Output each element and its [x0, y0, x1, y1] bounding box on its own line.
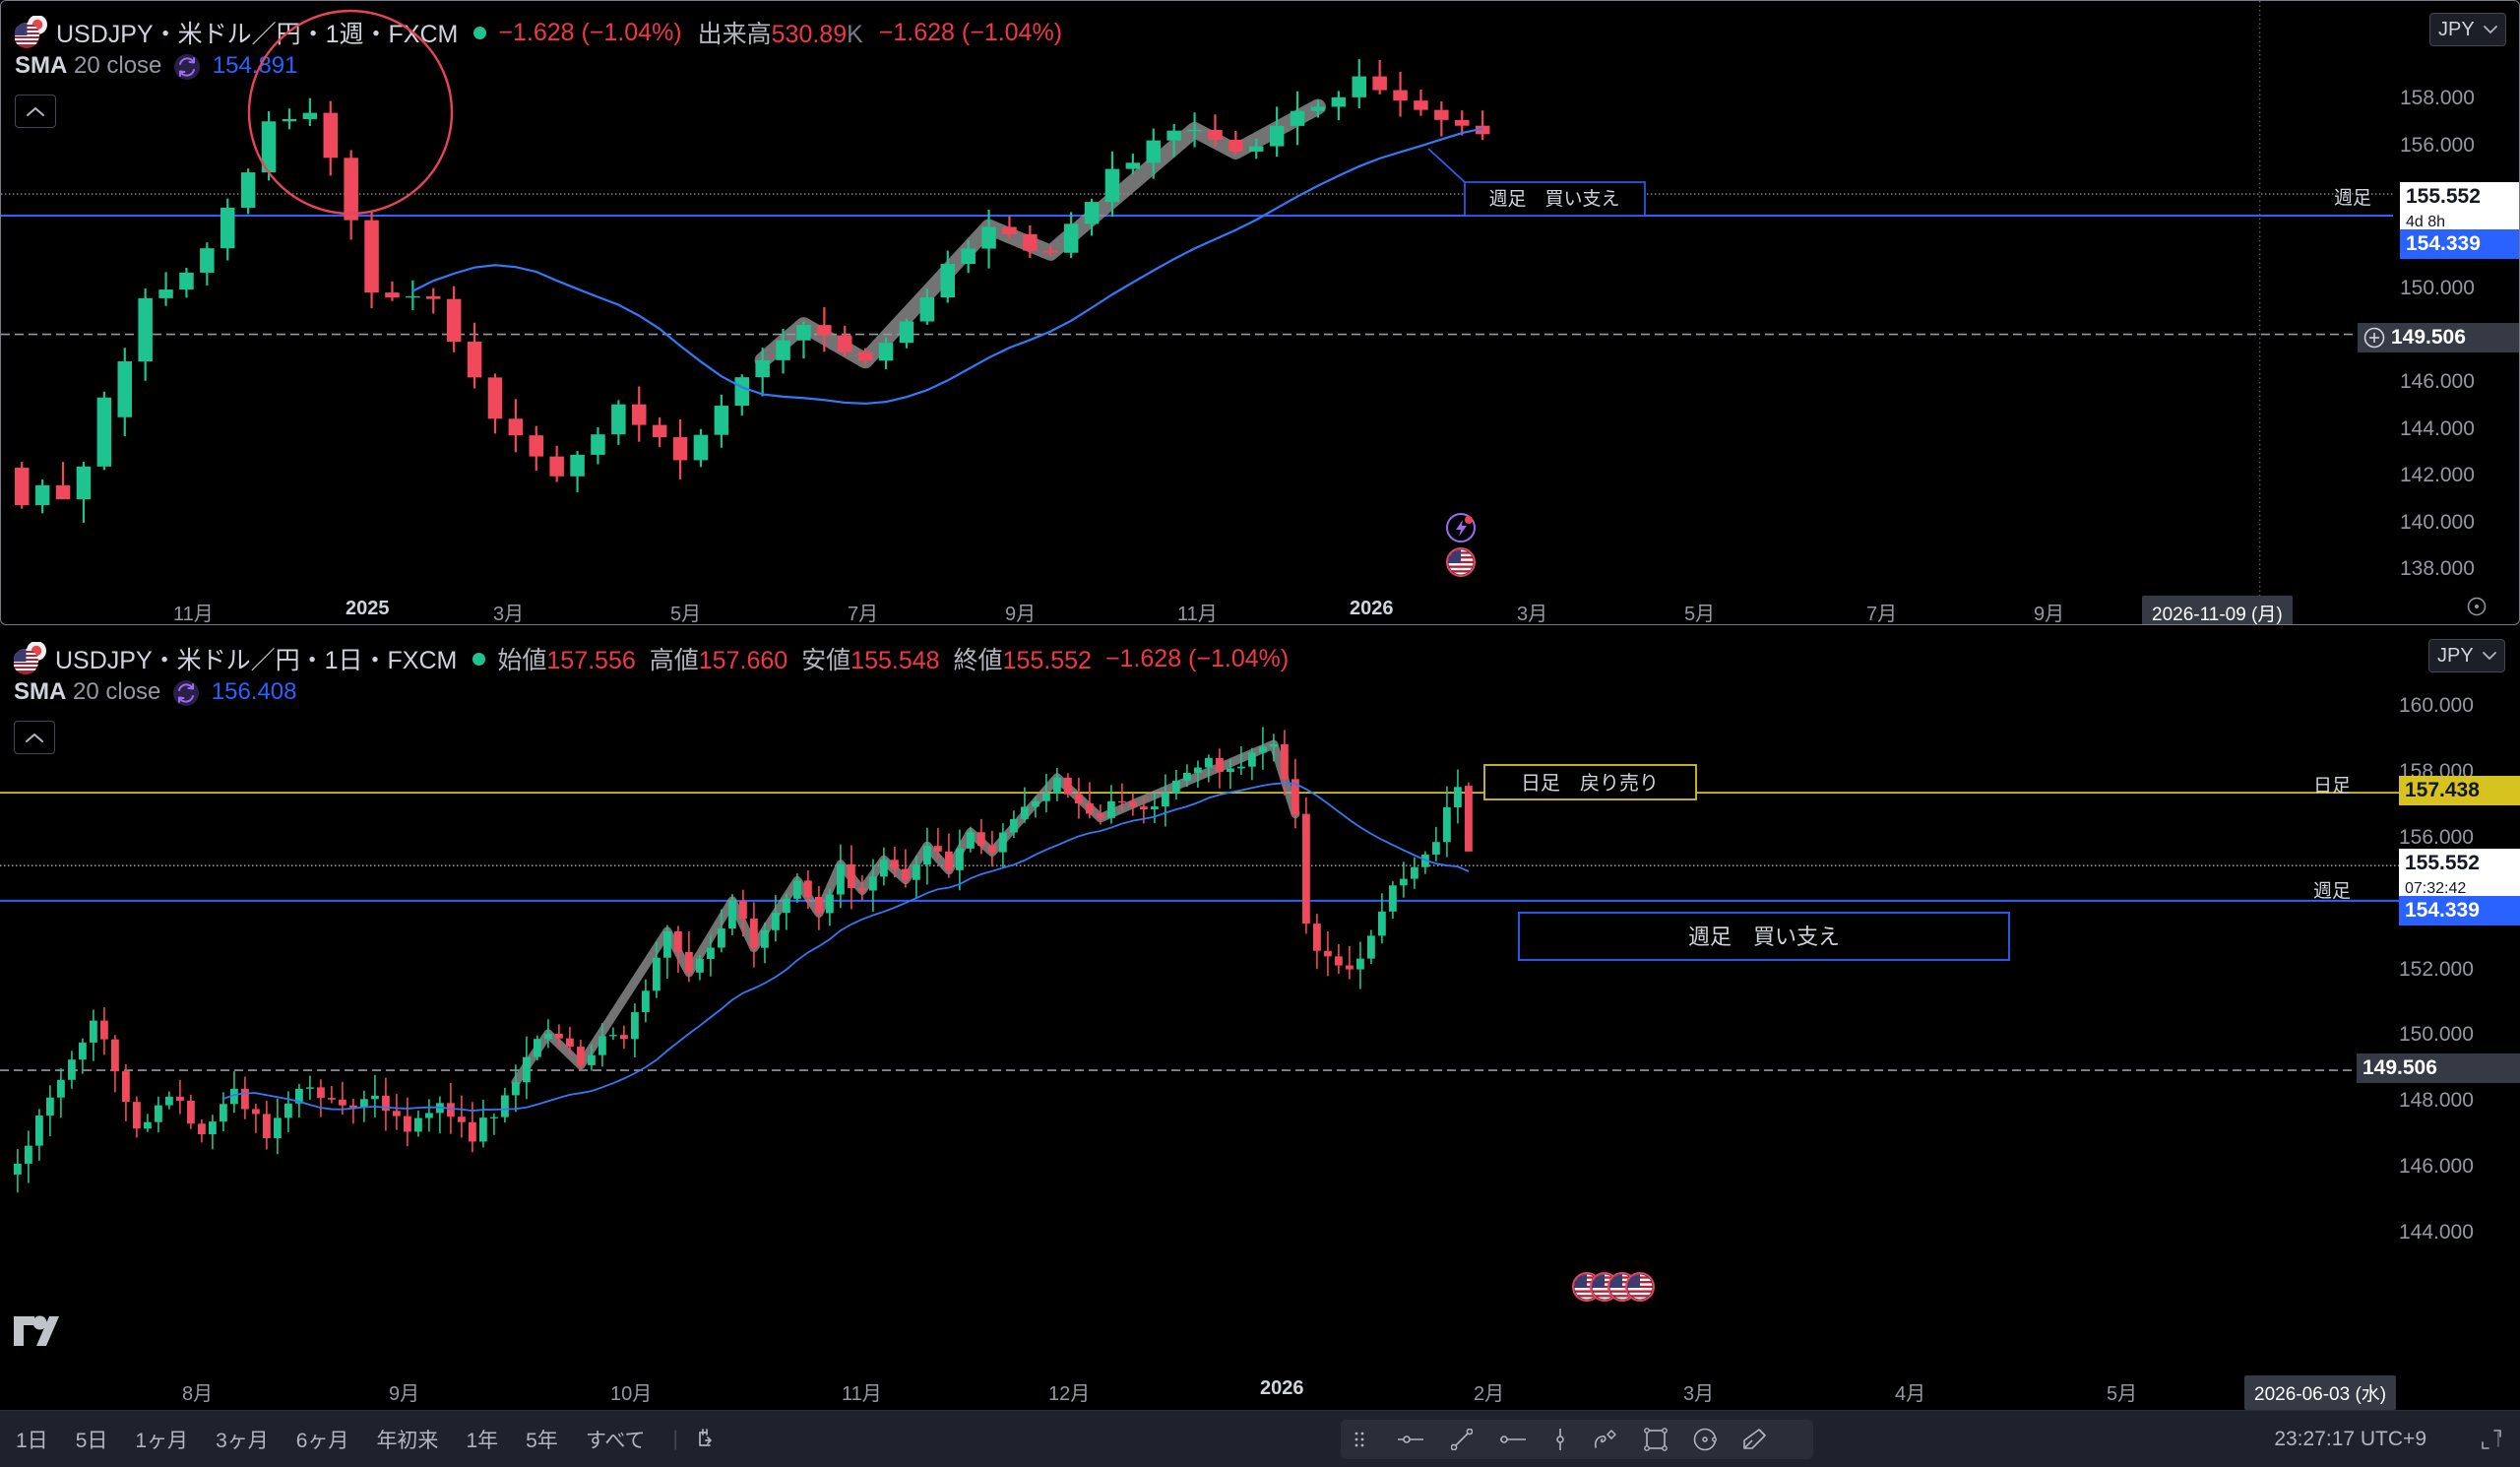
- svg-text:週足 買い支え: 週足 買い支え: [1488, 188, 1619, 210]
- svg-text:週足 買い支え: 週足 買い支え: [1688, 925, 1840, 949]
- svg-text:日足 戻り売り: 日足 戻り売り: [1521, 772, 1659, 795]
